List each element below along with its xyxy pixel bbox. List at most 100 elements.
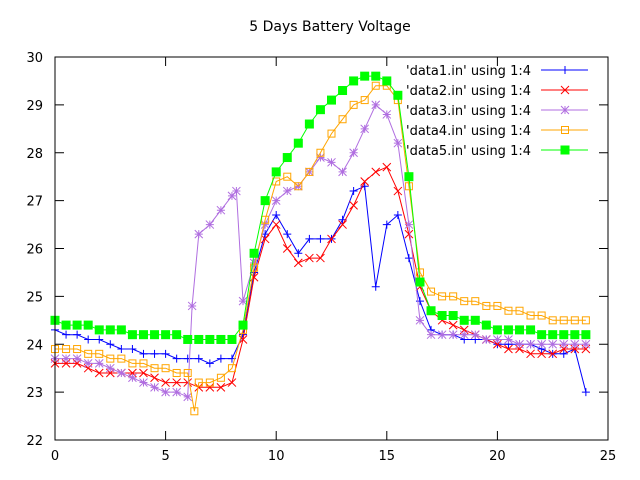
legend-label-data1: 'data1.in' using 1:4 bbox=[406, 64, 531, 79]
data-point-data3 bbox=[338, 167, 347, 177]
data-point-data3 bbox=[139, 378, 148, 387]
data-point-data3 bbox=[271, 196, 281, 205]
data-point-data5 bbox=[415, 277, 425, 287]
data-point-data2 bbox=[227, 378, 237, 387]
data-point-data3 bbox=[238, 296, 248, 306]
data-point-data4 bbox=[460, 297, 469, 306]
data-point-data5 bbox=[548, 330, 558, 340]
data-point-data4 bbox=[205, 378, 214, 387]
data-point-data1 bbox=[183, 354, 192, 363]
data-point-data5 bbox=[437, 311, 447, 321]
data-point-data5 bbox=[172, 330, 182, 340]
data-point-data2 bbox=[238, 335, 248, 344]
data-point-data4 bbox=[526, 311, 535, 320]
data-point-data3 bbox=[393, 138, 403, 148]
data-point-data2 bbox=[537, 349, 546, 359]
data-point-data1 bbox=[194, 354, 203, 363]
data-point-data5 bbox=[161, 330, 171, 340]
data-point-data3 bbox=[327, 157, 336, 167]
data-point-data4 bbox=[438, 292, 447, 301]
data-point-data3 bbox=[459, 330, 469, 340]
data-point-data4 bbox=[504, 306, 513, 315]
data-point-data5 bbox=[360, 71, 370, 81]
data-point-data5 bbox=[238, 320, 248, 330]
data-point-data1 bbox=[205, 359, 214, 368]
data-point-data2 bbox=[161, 378, 170, 387]
data-point-data4 bbox=[283, 172, 292, 181]
legend-marker-data3 bbox=[560, 105, 570, 115]
data-point-data1 bbox=[161, 349, 170, 358]
data-point-data1 bbox=[117, 345, 126, 354]
data-point-data2 bbox=[194, 382, 204, 392]
data-point-data3 bbox=[360, 124, 370, 134]
data-point-data3 bbox=[526, 339, 535, 349]
data-point-data2 bbox=[338, 220, 347, 229]
data-point-data3 bbox=[232, 186, 241, 196]
data-point-data3 bbox=[581, 339, 591, 349]
data-point-data4 bbox=[128, 359, 137, 368]
data-point-data3 bbox=[382, 110, 392, 119]
data-point-data3 bbox=[504, 335, 513, 344]
data-point-data3 bbox=[404, 220, 414, 229]
data-point-data2 bbox=[360, 177, 370, 186]
data-point-data4 bbox=[559, 316, 568, 325]
data-point-data2 bbox=[172, 378, 182, 387]
data-point-data3 bbox=[260, 220, 270, 229]
legend-label-data2: 'data2.in' using 1:4 bbox=[406, 84, 531, 99]
data-point-data4 bbox=[570, 316, 579, 325]
legend-label-data4: 'data4.in' using 1:4 bbox=[406, 124, 531, 139]
data-point-data5 bbox=[581, 330, 591, 340]
data-point-data5 bbox=[105, 325, 115, 335]
data-point-data3 bbox=[448, 330, 458, 340]
series-data4 bbox=[51, 81, 590, 416]
data-point-data1 bbox=[139, 349, 148, 358]
data-point-data3 bbox=[187, 301, 197, 311]
data-point-data1 bbox=[581, 388, 590, 397]
data-point-data4 bbox=[62, 345, 71, 354]
data-point-data4 bbox=[106, 354, 115, 363]
data-point-data5 bbox=[304, 119, 314, 129]
data-point-data3 bbox=[470, 330, 480, 340]
data-point-data1 bbox=[382, 220, 391, 229]
data-point-data3 bbox=[559, 339, 569, 349]
data-point-data5 bbox=[83, 320, 93, 330]
data-point-data1 bbox=[559, 349, 568, 358]
data-point-data1 bbox=[305, 234, 314, 243]
series-line-data4 bbox=[55, 85, 586, 412]
data-point-data4 bbox=[95, 349, 104, 358]
data-point-data4 bbox=[338, 115, 347, 124]
x-tick-label: 15 bbox=[379, 449, 396, 464]
data-point-data4 bbox=[227, 364, 236, 373]
data-point-data5 bbox=[481, 320, 491, 330]
data-point-data5 bbox=[293, 138, 303, 148]
data-point-data5 bbox=[371, 71, 381, 81]
data-point-data3 bbox=[183, 392, 193, 402]
data-point-data1 bbox=[216, 354, 225, 363]
data-point-data3 bbox=[349, 148, 358, 158]
data-point-data5 bbox=[393, 90, 403, 100]
data-point-data5 bbox=[194, 334, 204, 344]
data-point-data4 bbox=[261, 215, 270, 224]
data-point-data5 bbox=[515, 325, 525, 335]
data-point-data5 bbox=[249, 248, 259, 258]
data-point-data4 bbox=[327, 129, 336, 138]
data-point-data2 bbox=[349, 201, 358, 210]
y-tick-label: 29 bbox=[26, 99, 43, 114]
data-point-data2 bbox=[305, 253, 314, 263]
y-tick-label: 24 bbox=[26, 338, 43, 353]
data-point-data3 bbox=[227, 191, 237, 201]
data-point-data3 bbox=[61, 354, 71, 363]
data-point-data5 bbox=[559, 330, 569, 340]
data-point-data2 bbox=[504, 344, 513, 354]
data-point-data5 bbox=[94, 325, 104, 335]
data-point-data5 bbox=[271, 167, 281, 177]
legend-marker-data1 bbox=[561, 66, 569, 74]
data-point-data2 bbox=[393, 186, 403, 196]
data-point-data5 bbox=[260, 196, 270, 206]
series-layer bbox=[50, 71, 591, 416]
data-point-data3 bbox=[515, 339, 524, 349]
chart-title: 5 Days Battery Voltage bbox=[249, 19, 411, 35]
data-point-data4 bbox=[404, 182, 413, 191]
axis-layer: 0 5 10 15 20 25 22 23 24 25 26 27 28 29 30 bbox=[26, 51, 616, 464]
data-point-data4 bbox=[371, 81, 380, 90]
